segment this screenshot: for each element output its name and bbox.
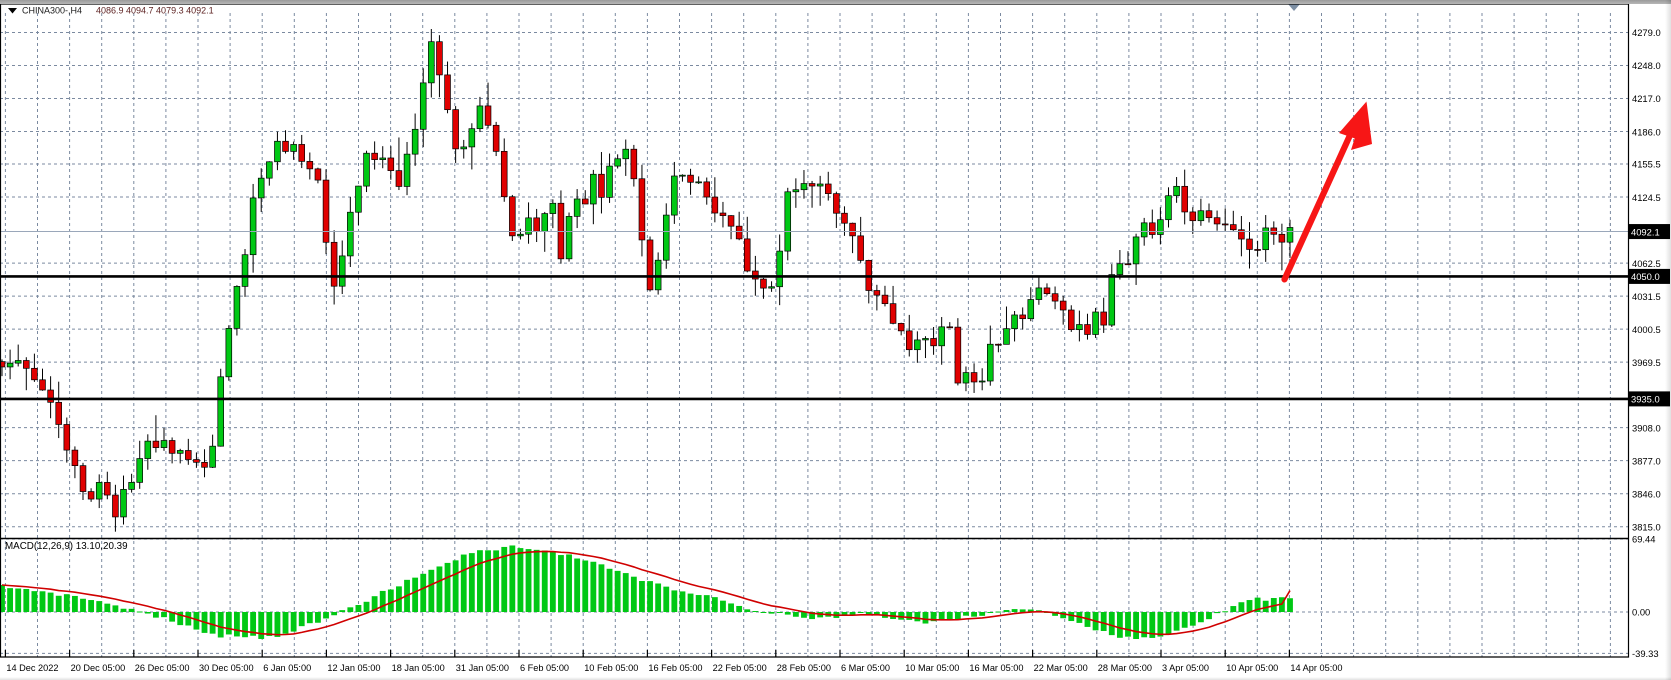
svg-text:4155.5: 4155.5: [1632, 159, 1661, 170]
svg-text:3969.5: 3969.5: [1632, 357, 1661, 368]
svg-text:28 Mar 05:00: 28 Mar 05:00: [1098, 663, 1152, 673]
svg-text:20 Dec 05:00: 20 Dec 05:00: [71, 663, 126, 673]
svg-text:3908.0: 3908.0: [1632, 422, 1661, 433]
svg-text:4279.0: 4279.0: [1632, 27, 1661, 38]
svg-text:10 Feb 05:00: 10 Feb 05:00: [584, 663, 638, 673]
svg-text:4000.5: 4000.5: [1632, 324, 1661, 335]
svg-text:69.44: 69.44: [1632, 534, 1655, 545]
svg-text:14 Apr 05:00: 14 Apr 05:00: [1290, 663, 1342, 673]
svg-text:10 Mar 05:00: 10 Mar 05:00: [905, 663, 959, 673]
svg-text:10 Apr 05:00: 10 Apr 05:00: [1226, 663, 1278, 673]
svg-text:26 Dec 05:00: 26 Dec 05:00: [135, 663, 190, 673]
svg-text:16 Mar 05:00: 16 Mar 05:00: [969, 663, 1023, 673]
svg-text:4050.0: 4050.0: [1631, 271, 1660, 282]
svg-text:0.00: 0.00: [1632, 607, 1650, 618]
svg-text:3935.0: 3935.0: [1631, 394, 1660, 405]
svg-text:28 Feb 05:00: 28 Feb 05:00: [777, 663, 831, 673]
svg-text:4248.0: 4248.0: [1632, 60, 1661, 71]
svg-text:22 Mar 05:00: 22 Mar 05:00: [1034, 663, 1088, 673]
svg-text:6 Feb 05:00: 6 Feb 05:00: [520, 663, 569, 673]
svg-text:4186.0: 4186.0: [1632, 126, 1661, 137]
svg-text:12 Jan 05:00: 12 Jan 05:00: [327, 663, 380, 673]
svg-text:MACD(12,26,9) 13.10,20.39: MACD(12,26,9) 13.10,20.39: [5, 541, 128, 552]
svg-text:22 Feb 05:00: 22 Feb 05:00: [713, 663, 767, 673]
svg-text:4092.1: 4092.1: [1631, 226, 1660, 237]
svg-text:4217.0: 4217.0: [1632, 93, 1661, 104]
svg-text:4062.5: 4062.5: [1632, 258, 1661, 269]
svg-text:31 Jan 05:00: 31 Jan 05:00: [456, 663, 509, 673]
svg-text:6 Mar 05:00: 6 Mar 05:00: [841, 663, 890, 673]
svg-text:4031.5: 4031.5: [1632, 291, 1661, 302]
svg-text:16 Feb 05:00: 16 Feb 05:00: [648, 663, 702, 673]
svg-text:18 Jan 05:00: 18 Jan 05:00: [392, 663, 445, 673]
svg-text:3846.0: 3846.0: [1632, 488, 1661, 499]
svg-text:4086.9 4094.7 4079.3 4092.1: 4086.9 4094.7 4079.3 4092.1: [96, 6, 214, 16]
svg-text:30 Dec 05:00: 30 Dec 05:00: [199, 663, 254, 673]
svg-text:14 Dec 2022: 14 Dec 2022: [6, 663, 58, 673]
svg-text:6 Jan 05:00: 6 Jan 05:00: [263, 663, 311, 673]
svg-text:-39.33: -39.33: [1632, 648, 1659, 659]
svg-text:3815.0: 3815.0: [1632, 521, 1661, 532]
svg-text:3877.0: 3877.0: [1632, 455, 1661, 466]
svg-text:3 Apr 05:00: 3 Apr 05:00: [1162, 663, 1209, 673]
svg-text:4124.5: 4124.5: [1632, 192, 1661, 203]
svg-text:CHINA300-,H4: CHINA300-,H4: [22, 6, 82, 16]
